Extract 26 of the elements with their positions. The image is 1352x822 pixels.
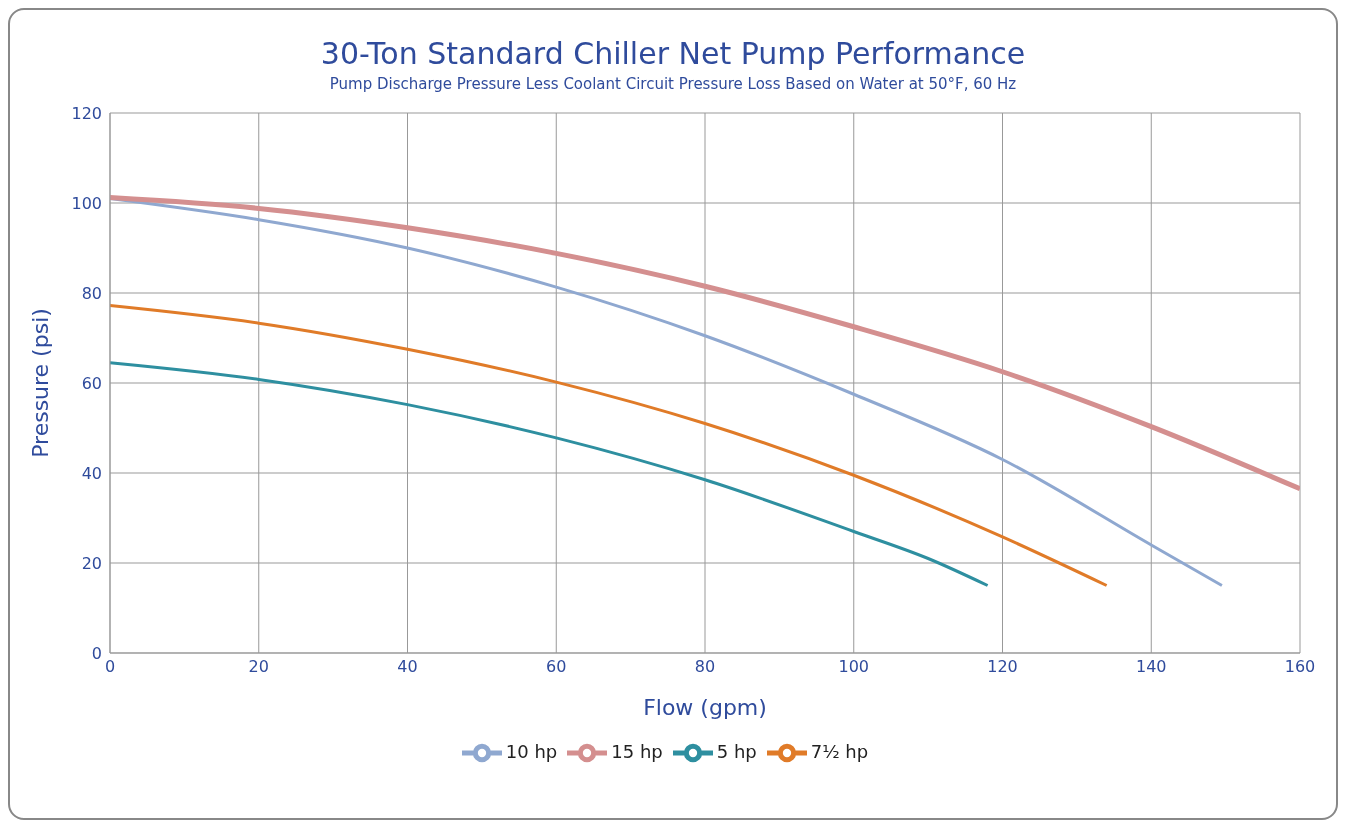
y-tick-label: 40: [81, 463, 102, 483]
y-tick-label: 100: [71, 193, 102, 213]
x-tick-label: 120: [987, 657, 1018, 677]
x-tick-label: 0: [104, 657, 116, 677]
x-tick-label: 60: [546, 657, 567, 677]
x-tick-label: 80: [694, 657, 716, 677]
legend-label: 10 hp: [505, 741, 558, 762]
y-tick-label: 0: [91, 643, 102, 663]
x-tick-label: 20: [248, 657, 269, 677]
line-series: [110, 361, 990, 587]
x-tick-label: 160: [1284, 657, 1316, 677]
y-tick-label: 60: [81, 373, 102, 393]
y-tick-label: 80: [81, 283, 102, 303]
x-axis-title: Flow (gpm): [643, 695, 767, 720]
legend-label: 7½ hp: [810, 741, 869, 762]
x-tick-label: 100: [838, 657, 870, 677]
y-tick-label: 20: [81, 553, 102, 573]
x-tick-label: 40: [397, 657, 418, 677]
y-tick-label: 120: [71, 103, 102, 123]
legend-label: 15 hp: [611, 741, 663, 762]
line-series: [110, 304, 1109, 587]
legend-label: 5 hp: [716, 741, 757, 762]
y-axis-title: Pressure (psi): [27, 308, 53, 458]
chart-subtitle: Pump Discharge Pressure Less Coolant Circuit Pressure Loss Based on Water at 50°F, 60 Hz: [328, 75, 1018, 93]
chart-title: 30-Ton Standard Chiller Net Pump Performance: [319, 36, 1027, 71]
x-tick-label: 140: [1135, 657, 1167, 677]
